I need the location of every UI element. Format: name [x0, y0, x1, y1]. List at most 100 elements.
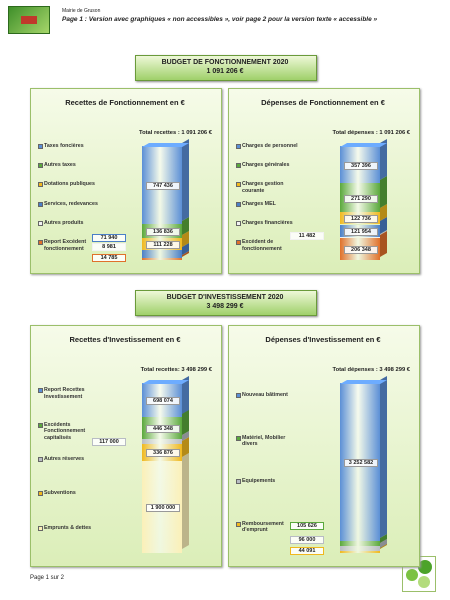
value-label: 1 900 000 [146, 503, 180, 512]
bar-segment [142, 438, 182, 445]
legend-label: Emprunts & dettes [44, 524, 92, 531]
section-total: 3 498 299 € [206, 303, 244, 310]
legend-label: Matériel, Mobilier divers [242, 434, 286, 448]
legend-marker [38, 163, 43, 168]
value-label: 96 000 [290, 535, 324, 544]
legend-label: Remboursement d'emprunt [242, 520, 284, 534]
chart-total: Total dépenses : 3 498 299 € [332, 367, 410, 373]
section-total: 1 091 206 € [206, 68, 244, 75]
legend-marker [236, 163, 241, 168]
logo-mark [21, 16, 37, 24]
legend-label: Autres taxes [44, 162, 76, 168]
chart-title: Dépenses de Fonctionnement en € [261, 98, 385, 107]
legend-label: Autres produits [44, 220, 84, 226]
legend-label: Dotations publiques [44, 181, 95, 188]
legend-marker [38, 143, 43, 149]
bar-segment [340, 546, 380, 551]
logo-circle [418, 560, 432, 574]
bar-top [340, 379, 387, 383]
value-label: 122 736 [344, 215, 378, 224]
org-name: Mairie de Gruson [62, 8, 101, 14]
legend-label: Charges MEL [242, 200, 276, 207]
bar-side [380, 230, 387, 257]
legend-marker [38, 457, 43, 462]
legend-label: Services, redevances [44, 200, 98, 207]
value-label: 206 348 [344, 246, 378, 255]
legend-marker [38, 388, 43, 394]
value-label: 136 836 [146, 228, 180, 237]
value-label: 71 940 [92, 233, 126, 242]
legend-marker [38, 491, 43, 497]
chart-title: Recettes d'Investissement en € [69, 335, 181, 344]
legend-label: Excédents Fonctionnement capitalisés [44, 421, 86, 441]
chart-total: Total recettes : 1 091 206 € [138, 130, 212, 136]
chart-panel [30, 88, 222, 274]
legend-marker [38, 422, 43, 428]
chart-panel [228, 88, 420, 274]
bar-side [380, 175, 387, 209]
bar-segment [142, 257, 182, 259]
legend-label: Nouveau bâtiment [242, 391, 288, 398]
bar-segment [142, 258, 182, 260]
value-label: 11 482 [290, 232, 324, 241]
value-label: 105 626 [290, 522, 324, 531]
chart-panel [30, 325, 222, 567]
bar-segment [340, 237, 380, 239]
value-label: 117 000 [92, 438, 126, 447]
value-label: 446 348 [146, 424, 180, 433]
legend-label: Report Recettes Investissement [44, 387, 85, 400]
legend-label: Charges générales [242, 162, 290, 168]
bar-top [340, 142, 387, 146]
value-label: 747 436 [146, 182, 180, 191]
legend-marker [236, 221, 241, 226]
chart-total: Total recettes: 3 498 299 € [140, 367, 212, 373]
legend-label: Equipements [242, 477, 276, 484]
section-title: BUDGET DE FONCTIONNEMENT 2020 [161, 59, 289, 66]
legend-marker [38, 525, 43, 531]
value-label: 121 954 [344, 227, 378, 236]
logo [8, 6, 50, 34]
bar-top [142, 379, 189, 383]
legend-marker [236, 435, 241, 441]
chart-title: Dépenses d'Investissement en € [265, 335, 381, 344]
bar-side [182, 138, 189, 221]
bar-top [142, 142, 189, 146]
section-header [135, 290, 317, 316]
chart-total: Total dépenses : 1 091 206 € [332, 130, 410, 136]
value-label: 44 091 [290, 547, 324, 555]
legend-marker [236, 521, 241, 527]
legend-marker [38, 201, 43, 207]
chart-panel [228, 325, 420, 567]
legend-marker [236, 143, 241, 149]
legend-marker [236, 392, 241, 398]
value-label: 3 252 582 [344, 459, 378, 468]
legend-label: Report Excédent fonctionnement [44, 239, 87, 252]
value-label: 111 228 [146, 241, 180, 250]
chart-title: Recettes de Fonctionnement en € [65, 98, 185, 107]
legend-marker [236, 201, 241, 207]
legend-label: Charges financières [242, 220, 293, 226]
footer-page: Page 1 sur 2 [30, 575, 65, 581]
value-label: 14 785 [92, 254, 126, 262]
legend-label: Excédent de fonctionnement [242, 239, 282, 252]
legend-marker [236, 240, 241, 246]
value-label: 698 074 [146, 396, 180, 405]
legend-marker [236, 182, 241, 188]
section-title: BUDGET D'INVESTISSEMENT 2020 [166, 294, 284, 301]
bar-side [182, 453, 189, 550]
logo-circle [406, 569, 418, 581]
value-label: 8 981 [92, 243, 126, 252]
legend-label: Subventions [44, 490, 76, 497]
legend-marker [38, 240, 43, 246]
bar-side [380, 375, 387, 538]
legend-marker [38, 182, 43, 188]
legend-label: Taxes foncières [44, 142, 84, 149]
logo-circle [418, 576, 430, 588]
value-label: 357 396 [344, 161, 378, 170]
legend-label: Charges gestion courante [242, 181, 284, 194]
legend-marker [236, 478, 241, 484]
legend-label: Autres réserves [44, 456, 85, 462]
bar-segment [340, 550, 380, 553]
legend-marker [38, 221, 43, 226]
